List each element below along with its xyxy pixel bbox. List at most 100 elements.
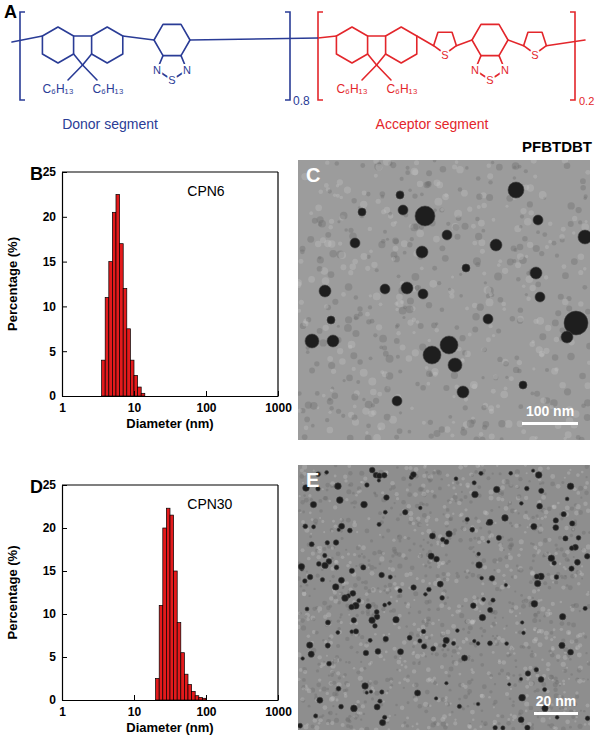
texture-speck bbox=[550, 631, 554, 635]
texture-speck bbox=[442, 255, 449, 262]
texture-speck bbox=[368, 305, 372, 309]
texture-speck bbox=[366, 319, 371, 324]
frame bbox=[62, 484, 278, 485]
texture-speck bbox=[412, 725, 414, 727]
frame bbox=[277, 485, 278, 700]
y-tick-mark bbox=[62, 396, 67, 397]
texture-speck bbox=[404, 665, 407, 668]
texture-speck bbox=[346, 564, 350, 568]
particle bbox=[578, 230, 590, 244]
panel-letter: C bbox=[306, 164, 320, 186]
texture-speck bbox=[440, 208, 444, 212]
texture-speck bbox=[426, 524, 428, 526]
texture-speck bbox=[392, 238, 399, 245]
texture-speck bbox=[417, 628, 421, 632]
texture-speck bbox=[567, 353, 574, 360]
texture-speck bbox=[537, 518, 539, 520]
texture-speck bbox=[493, 720, 498, 725]
y-tick: 15 bbox=[43, 255, 67, 269]
texture-speck bbox=[428, 479, 432, 483]
texture-speck bbox=[486, 298, 494, 306]
texture-speck bbox=[300, 249, 305, 254]
y-tick: 10 bbox=[43, 300, 67, 314]
texture-speck bbox=[322, 714, 325, 717]
texture-speck bbox=[518, 524, 521, 527]
texture-speck bbox=[404, 660, 407, 663]
y-tick-mark bbox=[62, 528, 67, 529]
texture-speck bbox=[397, 428, 403, 434]
texture-speck bbox=[339, 593, 341, 595]
texture-speck bbox=[423, 539, 425, 541]
texture-speck bbox=[348, 715, 351, 718]
texture-speck bbox=[482, 558, 487, 563]
texture-speck bbox=[379, 302, 383, 306]
x-tick: 100 bbox=[196, 391, 216, 415]
texture-speck bbox=[386, 591, 390, 595]
texture-speck bbox=[529, 681, 534, 686]
texture-speck bbox=[302, 511, 305, 514]
texture-speck bbox=[473, 257, 481, 265]
texture-speck bbox=[392, 547, 397, 552]
texture-speck bbox=[582, 632, 584, 634]
texture-speck bbox=[361, 704, 365, 708]
texture-speck bbox=[454, 210, 462, 218]
texture-speck bbox=[412, 645, 415, 648]
fraction: 0.2 bbox=[579, 95, 594, 107]
texture-speck bbox=[462, 520, 464, 522]
texture-speck bbox=[299, 474, 304, 479]
particle bbox=[358, 208, 366, 216]
texture-speck bbox=[452, 532, 456, 536]
texture-speck bbox=[406, 355, 412, 361]
texture-speck bbox=[328, 712, 330, 714]
texture-speck bbox=[406, 305, 414, 313]
texture-speck bbox=[409, 517, 414, 522]
texture-speck bbox=[320, 665, 323, 668]
texture-speck bbox=[445, 630, 450, 635]
particle bbox=[519, 381, 527, 389]
texture-speck bbox=[525, 293, 528, 296]
texture-speck bbox=[326, 688, 329, 691]
texture-speck bbox=[305, 684, 308, 687]
texture-speck bbox=[445, 553, 448, 556]
texture-speck bbox=[508, 553, 510, 555]
texture-speck bbox=[531, 650, 533, 652]
texture-speck bbox=[439, 207, 444, 212]
texture-speck bbox=[345, 549, 347, 551]
frame bbox=[62, 171, 278, 172]
texture-speck bbox=[416, 728, 419, 730]
texture-speck bbox=[524, 628, 527, 631]
texture-speck bbox=[481, 347, 486, 352]
texture-speck bbox=[532, 543, 534, 545]
texture-speck bbox=[564, 163, 571, 170]
y-tick-label: 5 bbox=[49, 650, 56, 664]
texture-speck bbox=[384, 386, 390, 392]
texture-speck bbox=[359, 667, 363, 671]
texture-speck bbox=[340, 613, 343, 616]
texture-speck bbox=[343, 689, 347, 693]
texture-speck bbox=[475, 233, 482, 240]
texture-speck bbox=[461, 190, 468, 197]
texture-speck bbox=[457, 604, 461, 608]
bar bbox=[188, 685, 192, 700]
texture-speck bbox=[483, 565, 487, 569]
bar bbox=[156, 679, 160, 701]
texture-speck bbox=[328, 189, 332, 193]
texture-speck bbox=[468, 626, 473, 631]
texture-speck bbox=[515, 631, 517, 633]
texture-speck bbox=[435, 652, 439, 656]
benzene-ring bbox=[42, 27, 73, 63]
particle bbox=[415, 206, 435, 226]
texture-speck bbox=[447, 648, 450, 651]
texture-speck bbox=[462, 628, 465, 631]
texture-speck bbox=[424, 592, 428, 596]
texture-speck bbox=[505, 376, 508, 379]
texture-speck bbox=[413, 623, 416, 626]
texture-speck bbox=[421, 532, 424, 535]
x-tick: 100 bbox=[196, 695, 216, 719]
texture-speck bbox=[578, 220, 582, 224]
texture-speck bbox=[554, 337, 559, 342]
texture-speck bbox=[396, 466, 399, 469]
texture-speck bbox=[456, 481, 460, 485]
texture-speck bbox=[459, 613, 464, 618]
texture-speck bbox=[320, 237, 326, 243]
